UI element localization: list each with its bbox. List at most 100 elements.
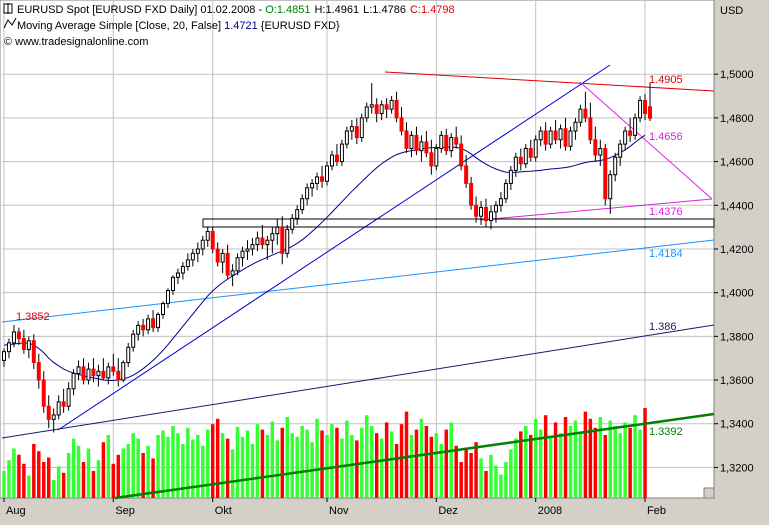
volume-bar [131, 433, 135, 498]
candle-body [295, 209, 300, 219]
volume-bar [201, 445, 205, 498]
candle-body [250, 244, 255, 250]
volume-bar [583, 411, 588, 498]
candle-body [16, 331, 21, 340]
candle-body [66, 388, 71, 407]
candle-body [543, 130, 548, 145]
volume-bar [424, 426, 429, 498]
volume-bar [548, 436, 553, 498]
candle-body [364, 106, 369, 119]
candle-body [195, 248, 200, 254]
light-blue-trend-line [1, 239, 715, 323]
candle-body [121, 362, 126, 381]
light-blue-value-label: 1.4184 [649, 248, 683, 260]
lower-magenta-value-label: 1.4376 [649, 206, 683, 218]
candle-body [379, 104, 384, 115]
volume-bar [141, 453, 145, 498]
candle-body [300, 198, 305, 211]
candle-body [156, 314, 161, 329]
candle-body [101, 370, 106, 379]
legend-symbol: EURUSD Spot [EURUSD FXD Daily] 01.02.200… [17, 4, 265, 16]
y-tick-label: 1,3800 [720, 331, 754, 343]
candle-body [513, 156, 518, 171]
candle-body [459, 143, 464, 167]
candle-body [464, 165, 469, 184]
volume-bar [315, 418, 319, 498]
volume-bar [623, 422, 627, 498]
volume-bar [7, 460, 11, 498]
candle-body [2, 351, 6, 361]
volume-bar [245, 430, 250, 498]
volume-bar [598, 417, 603, 498]
volume-bar [265, 435, 270, 498]
volume-bar [638, 429, 642, 498]
volume-bar [563, 417, 568, 498]
candle-body [220, 252, 225, 263]
volume-bar [444, 429, 449, 498]
volume-bar [449, 422, 453, 498]
volume-bar [86, 448, 91, 498]
volume-bar [474, 442, 478, 498]
candle-body [578, 108, 583, 123]
volume-bar [220, 433, 225, 498]
volume-bar [235, 426, 240, 498]
volume-bar [628, 427, 632, 498]
candle-body [170, 276, 175, 291]
candle-body [648, 106, 652, 119]
candle-body [161, 303, 166, 316]
candle-body [484, 206, 489, 222]
candle-body [180, 265, 185, 274]
resistance-value-label: 1.4905 [649, 74, 683, 86]
volume-bar [538, 429, 543, 498]
candle-body [558, 128, 563, 141]
candle-body [633, 117, 638, 136]
volume-bar [46, 457, 51, 498]
volume-bar [414, 429, 419, 498]
candle-body [488, 211, 493, 222]
y-tick-label: 1,4400 [720, 200, 754, 212]
candle-body [240, 250, 245, 259]
x-tick-label: Dez [438, 505, 458, 517]
volume-bar [285, 417, 289, 498]
volume-bar [171, 426, 175, 498]
volume-bar [409, 435, 414, 498]
candle-body [573, 121, 578, 132]
candle-body [51, 414, 56, 420]
volume-bar [514, 438, 518, 498]
volume-bar [558, 433, 563, 498]
candle-body [349, 126, 354, 132]
candle-body [623, 130, 628, 145]
candle-body [563, 128, 568, 147]
candle-body [354, 126, 359, 139]
resize-corner-button[interactable] [703, 487, 715, 499]
volume-bar [519, 431, 523, 498]
volume-bar [613, 426, 617, 498]
candle-body [225, 252, 230, 276]
candle-body [528, 147, 533, 158]
candle-body [260, 237, 265, 246]
volume-bar [161, 430, 165, 498]
legend-line-1: EURUSD Spot [EURUSD FXD Daily] 01.02.200… [17, 4, 455, 16]
candle-body [106, 366, 111, 379]
y-tick-label: 1,3400 [720, 419, 754, 431]
long-trend-line [1, 324, 715, 439]
y-tick-label: 1,3200 [720, 462, 754, 474]
candle-body [116, 370, 121, 381]
candle-body [548, 130, 553, 145]
volume-bar [280, 427, 285, 498]
candle-body [369, 104, 374, 108]
volume-bar [116, 454, 121, 498]
candle-body [245, 248, 250, 252]
lower-magenta-line [479, 198, 713, 221]
volume-bar [588, 418, 593, 498]
candle-body [643, 99, 648, 115]
volume-bar [389, 431, 394, 498]
volume-bar [429, 436, 434, 498]
legend-high: H:1.4961 [314, 4, 359, 16]
candle-body [638, 99, 643, 119]
legend-copyright: © www.tradesignalonline.com [4, 36, 148, 48]
volume-bar [91, 471, 96, 498]
volume-bar [275, 440, 280, 498]
volume-bar [270, 421, 275, 498]
